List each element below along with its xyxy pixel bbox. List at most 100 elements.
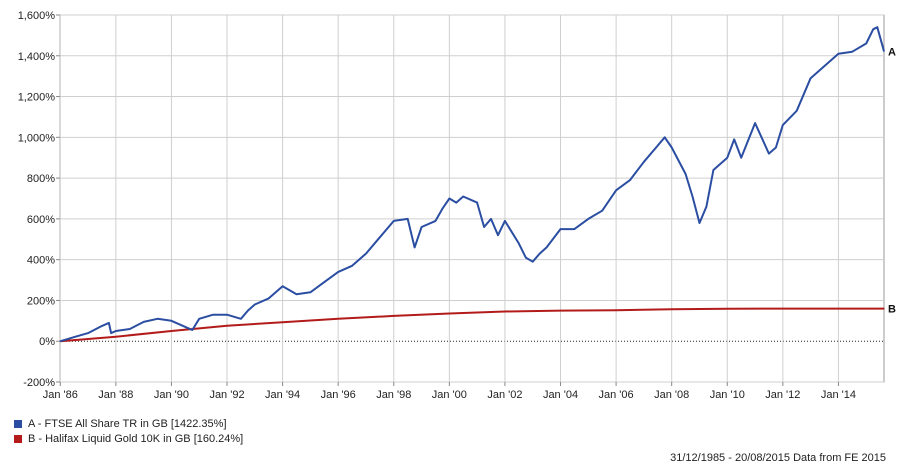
data-point-a	[823, 65, 826, 67]
data-point-a	[837, 53, 840, 55]
data-point-a	[110, 332, 112, 334]
data-point-a	[691, 195, 694, 198]
legend-swatch-b	[14, 434, 22, 443]
y-axis-ticks: -200% 0% 200% 400% 600% 800% 1,000% 1,200% 1,400…	[18, 10, 60, 389]
data-point-a	[462, 195, 464, 198]
data-point-a	[115, 330, 117, 332]
y-tick-label: 0%	[39, 336, 55, 348]
data-point-a	[421, 226, 423, 228]
data-point-a	[559, 228, 562, 230]
data-point-a	[73, 336, 75, 338]
data-point-a	[810, 77, 812, 79]
series-line-b	[60, 307, 884, 343]
data-point-a	[101, 325, 103, 327]
x-tick-label: Jan '98	[376, 389, 411, 401]
data-point-a	[455, 202, 457, 204]
data-point-a	[448, 197, 450, 200]
data-point-a	[629, 179, 631, 181]
legend-label-b: B - Halifax Liquid Gold 10K in GB [160.2…	[28, 432, 244, 445]
data-point-a	[129, 328, 131, 330]
data-point-a	[573, 228, 576, 230]
legend: A - FTSE All Share TR in GB [1422.35%] B…	[14, 416, 243, 446]
data-point-b	[170, 330, 172, 332]
data-point-a	[407, 218, 409, 220]
x-tick-label: Jan '12	[765, 389, 800, 401]
legend-label-a: A - FTSE All Share TR in GB [1422.35%]	[28, 417, 227, 430]
data-point-a	[851, 51, 853, 53]
data-point-a	[796, 110, 798, 112]
data-point-a	[87, 332, 89, 334]
data-point-a	[733, 138, 735, 140]
date-range-footer: 31/12/1985 - 20/08/2015 Data from FE 201…	[670, 452, 886, 464]
x-tick-label: Jan '00	[432, 389, 467, 401]
y-tick-label: 1,600%	[18, 10, 56, 22]
series-end-label-a: A	[888, 46, 896, 58]
data-point-a	[268, 297, 270, 299]
data-point-a	[393, 220, 395, 222]
series-end-labels: BA	[888, 46, 896, 315]
y-tick-label: 200%	[27, 295, 55, 307]
data-point-a	[865, 42, 867, 45]
data-point-a	[212, 314, 214, 316]
data-point-b	[504, 310, 506, 313]
data-point-a	[226, 314, 228, 316]
data-point-a	[518, 242, 520, 244]
data-point-a	[365, 253, 367, 255]
data-point-a	[184, 326, 186, 328]
data-point-b	[726, 308, 728, 310]
y-tick-label: 600%	[27, 214, 55, 226]
data-point-a	[483, 226, 485, 228]
data-point-a	[379, 236, 381, 238]
data-point-a	[434, 220, 437, 222]
data-point-a	[643, 161, 645, 163]
data-point-a	[295, 293, 298, 295]
data-point-a	[476, 202, 478, 204]
data-point-a	[282, 285, 284, 287]
x-tick-label: Jan '94	[265, 389, 300, 401]
y-tick-label: 1,000%	[18, 132, 56, 144]
data-point-a	[782, 124, 784, 126]
data-point-a	[337, 271, 339, 273]
data-point-a	[705, 206, 708, 208]
x-tick-label: Jan '10	[710, 389, 745, 401]
series-end-label-b: B	[888, 304, 896, 316]
data-point-a	[351, 265, 353, 267]
x-tick-label: Jan '04	[543, 389, 578, 401]
data-point-b	[883, 308, 885, 310]
data-point-a	[587, 218, 589, 220]
data-point-b	[393, 315, 395, 317]
x-tick-label: Jan '14	[821, 389, 856, 401]
data-point-a	[532, 261, 534, 263]
data-point-a	[247, 310, 249, 312]
data-point-a	[198, 318, 200, 320]
data-point-b	[115, 336, 117, 338]
data-point-b	[837, 308, 840, 310]
data-point-a	[883, 50, 885, 52]
data-point-a	[754, 122, 756, 124]
data-point-b	[448, 312, 450, 315]
y-tick-label: 400%	[27, 255, 55, 267]
data-point-a	[685, 173, 687, 175]
data-point-b	[337, 318, 339, 320]
x-tick-label: Jan '90	[154, 389, 189, 401]
data-point-a	[309, 291, 311, 293]
x-tick-label: Jan '02	[487, 389, 522, 401]
data-point-a	[254, 303, 256, 306]
data-point-b	[282, 321, 284, 323]
data-point-b	[559, 310, 562, 312]
y-tick-label: 1,400%	[18, 51, 56, 63]
data-point-a	[601, 210, 603, 212]
series-layer	[59, 26, 885, 343]
data-point-a	[490, 218, 492, 220]
data-point-a	[712, 169, 715, 171]
x-axis-ticks: Jan '86 Jan '88 Jan '90 Jan '92 Jan '94 Jan '…	[43, 382, 856, 401]
series-line-a	[60, 26, 885, 343]
y-tick-label: 1,200%	[18, 92, 56, 104]
data-point-b	[671, 308, 673, 310]
data-point-b	[226, 325, 228, 327]
data-point-a	[664, 136, 666, 138]
data-point-a	[671, 146, 673, 149]
data-point-a	[740, 157, 742, 159]
data-point-a	[289, 289, 291, 291]
x-tick-label: Jan '96	[321, 389, 356, 401]
